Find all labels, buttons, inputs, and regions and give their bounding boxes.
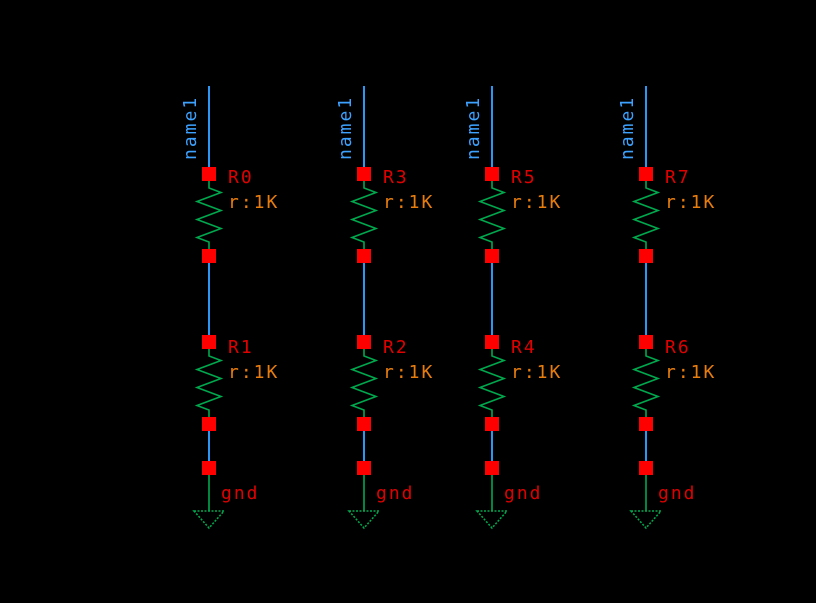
pin-square[interactable] (485, 167, 499, 181)
wire-segment-top[interactable] (491, 86, 493, 174)
pin-square[interactable] (357, 417, 371, 431)
pin-square[interactable] (357, 249, 371, 263)
pin-square[interactable] (202, 249, 216, 263)
pin-square[interactable] (202, 335, 216, 349)
resistor-symbol-bottom[interactable] (348, 342, 380, 424)
wire-segment-top[interactable] (208, 86, 210, 174)
resistor-value-label-top[interactable]: r:1K (511, 192, 563, 213)
wire-segment-top[interactable] (645, 86, 647, 174)
pin-square[interactable] (485, 249, 499, 263)
wire-segment-middle[interactable] (208, 256, 210, 342)
pin-square[interactable] (202, 167, 216, 181)
resistor-symbol-top[interactable] (193, 174, 225, 256)
ground-symbol[interactable] (347, 468, 381, 530)
wire-segment-top[interactable] (363, 86, 365, 174)
resistor-value-label-top[interactable]: r:1K (665, 192, 717, 213)
resistor-zigzag (631, 174, 661, 256)
net-label-text: name1 (335, 95, 356, 160)
wire-segment-middle[interactable] (645, 256, 647, 342)
resistor-symbol-bottom[interactable] (476, 342, 508, 424)
gnd-label[interactable]: gnd (658, 483, 697, 504)
wire-segment-bottom[interactable] (645, 424, 647, 468)
resistor-symbol-top[interactable] (348, 174, 380, 256)
ground-triangle-icon (475, 510, 509, 530)
pin-square[interactable] (639, 249, 653, 263)
resistor-zigzag (349, 174, 379, 256)
resistor-zigzag (477, 342, 507, 424)
pin-square[interactable] (357, 461, 371, 475)
resistor-ref-label-bottom[interactable]: R2 (383, 337, 409, 358)
gnd-label[interactable]: gnd (504, 483, 543, 504)
pin-square[interactable] (202, 461, 216, 475)
ground-triangle-icon (347, 510, 381, 530)
ground-symbol[interactable] (629, 468, 663, 530)
net-label-text: name1 (463, 95, 484, 160)
net-label-text: name1 (180, 95, 201, 160)
resistor-ref-label-bottom[interactable]: R1 (228, 337, 254, 358)
resistor-ref-label-top[interactable]: R7 (665, 167, 691, 188)
resistor-value-label-bottom[interactable]: r:1K (228, 362, 280, 383)
resistor-ref-label-bottom[interactable]: R6 (665, 337, 691, 358)
resistor-ref-label-top[interactable]: R3 (383, 167, 409, 188)
resistor-value-label-bottom[interactable]: r:1K (383, 362, 435, 383)
net-label-text: name1 (617, 95, 638, 160)
resistor-symbol-bottom[interactable] (630, 342, 662, 424)
wire-segment-bottom[interactable] (363, 424, 365, 468)
resistor-zigzag (631, 342, 661, 424)
resistor-zigzag (194, 342, 224, 424)
resistor-value-label-top[interactable]: r:1K (228, 192, 280, 213)
resistor-symbol-top[interactable] (476, 174, 508, 256)
pin-square[interactable] (639, 461, 653, 475)
wire-segment-middle[interactable] (363, 256, 365, 342)
ground-triangle-icon (192, 510, 226, 530)
pin-square[interactable] (639, 417, 653, 431)
wire-segment-bottom[interactable] (208, 424, 210, 468)
resistor-ref-label-top[interactable]: R5 (511, 167, 537, 188)
pin-square[interactable] (485, 335, 499, 349)
resistor-symbol-top[interactable] (630, 174, 662, 256)
pin-square[interactable] (485, 461, 499, 475)
resistor-zigzag (349, 342, 379, 424)
pin-square[interactable] (202, 417, 216, 431)
resistor-zigzag (477, 174, 507, 256)
pin-square[interactable] (357, 335, 371, 349)
resistor-ref-label-bottom[interactable]: R4 (511, 337, 537, 358)
resistor-value-label-top[interactable]: r:1K (383, 192, 435, 213)
pin-square[interactable] (639, 167, 653, 181)
resistor-zigzag (194, 174, 224, 256)
resistor-ref-label-top[interactable]: R0 (228, 167, 254, 188)
wire-segment-middle[interactable] (491, 256, 493, 342)
pin-square[interactable] (639, 335, 653, 349)
resistor-value-label-bottom[interactable]: r:1K (665, 362, 717, 383)
resistor-symbol-bottom[interactable] (193, 342, 225, 424)
wire-segment-bottom[interactable] (491, 424, 493, 468)
gnd-label[interactable]: gnd (221, 483, 260, 504)
pin-square[interactable] (485, 417, 499, 431)
ground-symbol[interactable] (192, 468, 226, 530)
resistor-value-label-bottom[interactable]: r:1K (511, 362, 563, 383)
ground-triangle-icon (629, 510, 663, 530)
ground-symbol[interactable] (475, 468, 509, 530)
pin-square[interactable] (357, 167, 371, 181)
gnd-label[interactable]: gnd (376, 483, 415, 504)
